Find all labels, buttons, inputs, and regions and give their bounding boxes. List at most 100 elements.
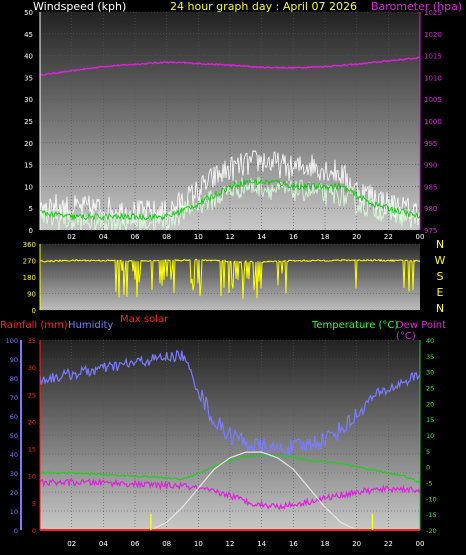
winddir-y-tick-label: 0 (32, 307, 36, 315)
wind-x-tick-label: 16 (289, 233, 298, 241)
humidity-label: Humidity (68, 320, 114, 331)
series-dew-point-c- (39, 478, 421, 511)
baro-y-tick-label: 990 (424, 162, 437, 170)
rain-y-tick-label: 15 (28, 446, 36, 454)
baro-y-tick-label: 1010 (424, 74, 442, 82)
wind-y-tick-label: 15 (24, 162, 33, 170)
wind-y-tick-label: 0 (29, 227, 33, 235)
wind-x-tick-label: 12 (226, 233, 235, 241)
temp-x-tick-label: 20 (352, 540, 361, 548)
wind-y-tick-label: 5 (29, 205, 33, 213)
humidity-y-tick-label: 0 (14, 527, 18, 535)
series-wind-average (39, 177, 421, 222)
temperature-label: Temperature (°C) (312, 320, 399, 331)
series-humidity (39, 349, 421, 459)
series-temperature-c- (39, 453, 421, 483)
wind-y-tick-label: 25 (24, 118, 33, 126)
wind-x-tick-label: 02 (67, 233, 76, 241)
wind-y-tick-label: 40 (24, 53, 33, 61)
rain-y-tick-label: 20 (28, 418, 36, 426)
baro-y-tick-label: 975 (424, 227, 437, 235)
wind-x-tick-label: 18 (321, 233, 330, 241)
baro-y-tick-label: 995 (424, 140, 437, 148)
series-wind-gust (39, 149, 421, 225)
compass-label: E (437, 286, 444, 299)
header-left-title: Windspeed (kph) (33, 0, 127, 13)
dew-point-label: Dew Point (°C) (396, 320, 447, 342)
rain-y-tick-label: 5 (32, 500, 36, 508)
baro-y-tick-label: 1015 (424, 53, 442, 61)
series-wind-speed (39, 176, 421, 232)
baro-y-tick-label: 980 (424, 205, 437, 213)
temp-x-tick-label: 02 (67, 540, 76, 548)
wind-x-tick-label: 20 (352, 233, 361, 241)
wind-y-tick-label: 20 (24, 140, 33, 148)
compass-label: S (437, 270, 444, 283)
temp-y-tick-label: 10 (426, 432, 434, 440)
rain-y-tick-label: 30 (28, 364, 36, 372)
wind-x-tick-label: 08 (162, 233, 171, 241)
humidity-y-tick-label: 60 (10, 413, 18, 421)
baro-y-tick-label: 1005 (424, 96, 442, 104)
rain-y-tick-label: 10 (28, 473, 36, 481)
temp-x-tick-label: 06 (131, 540, 140, 548)
temp-y-tick-label: 20 (426, 400, 434, 408)
wind-y-tick-label: 30 (24, 96, 33, 104)
header-right-title: Barometer (hpa) (371, 0, 463, 13)
humidity-y-tick-label: 80 (10, 375, 18, 383)
temp-y-tick-label: 25 (426, 385, 434, 393)
temp-y-tick-label: 15 (426, 416, 434, 424)
temp-x-tick-label: 10 (194, 540, 203, 548)
rain-y-tick-label: 0 (32, 527, 36, 535)
temp-y-tick-label: 40 (426, 337, 434, 345)
temp-y-tick-label: 35 (426, 353, 434, 361)
header-center-title: 24 hour graph day : April 07 2026 (170, 0, 357, 13)
compass-label: N (436, 302, 444, 315)
humidity-y-tick-label: 50 (10, 432, 18, 440)
wind-x-tick-label: 22 (384, 233, 393, 241)
humidity-y-tick-label: 10 (10, 508, 18, 516)
series-barometer-hpa- (39, 56, 421, 77)
series-max-solar (150, 451, 373, 531)
compass-label: W (435, 254, 446, 267)
temp-y-tick-label: -5 (426, 480, 432, 488)
winddir-y-tick-label: 180 (23, 274, 36, 282)
temp-x-tick-label: 16 (289, 540, 298, 548)
wind-x-tick-label: 04 (99, 233, 108, 241)
wind-y-tick-label: 45 (24, 31, 33, 39)
wind-x-tick-label: 14 (257, 233, 266, 241)
humidity-y-tick-label: 30 (10, 470, 18, 478)
rainfall-label: Rainfall (mm) (0, 320, 68, 331)
wind-x-tick-label: 06 (131, 233, 140, 241)
temp-y-tick-label: 5 (426, 448, 430, 456)
wind-y-tick-label: 50 (24, 9, 33, 17)
temp-x-tick-label: 04 (99, 540, 108, 548)
humidity-y-tick-label: 90 (10, 356, 18, 364)
max-solar-label: Max solar (120, 314, 169, 325)
baro-y-tick-label: 1000 (424, 118, 442, 126)
temp-y-tick-label: -20 (426, 527, 437, 535)
temp-y-tick-label: 30 (426, 369, 434, 377)
humidity-y-tick-label: 100 (6, 337, 18, 345)
wind-x-tick-label: 00 (416, 233, 425, 241)
winddir-y-tick-label: 270 (23, 258, 36, 266)
temp-y-tick-label: 0 (426, 464, 430, 472)
winddir-y-tick-label: 90 (27, 291, 36, 299)
temp-x-tick-label: 18 (321, 540, 330, 548)
temp-x-tick-label: 22 (384, 540, 393, 548)
temp-x-tick-label: 00 (416, 540, 425, 548)
humidity-y-tick-label: 20 (10, 489, 18, 497)
humidity-y-tick-label: 40 (10, 451, 18, 459)
humidity-y-tick-label: 70 (10, 394, 18, 402)
wind-x-tick-label: 10 (194, 233, 203, 241)
temp-y-tick-label: -10 (426, 495, 437, 503)
rain-y-tick-label: 25 (28, 391, 36, 399)
wind-y-tick-label: 10 (24, 183, 33, 191)
compass-label: N (436, 238, 444, 251)
wind-y-tick-label: 35 (24, 74, 33, 82)
temp-x-tick-label: 12 (226, 540, 235, 548)
temp-x-tick-label: 14 (257, 540, 266, 548)
baro-y-tick-label: 1025 (424, 9, 442, 17)
